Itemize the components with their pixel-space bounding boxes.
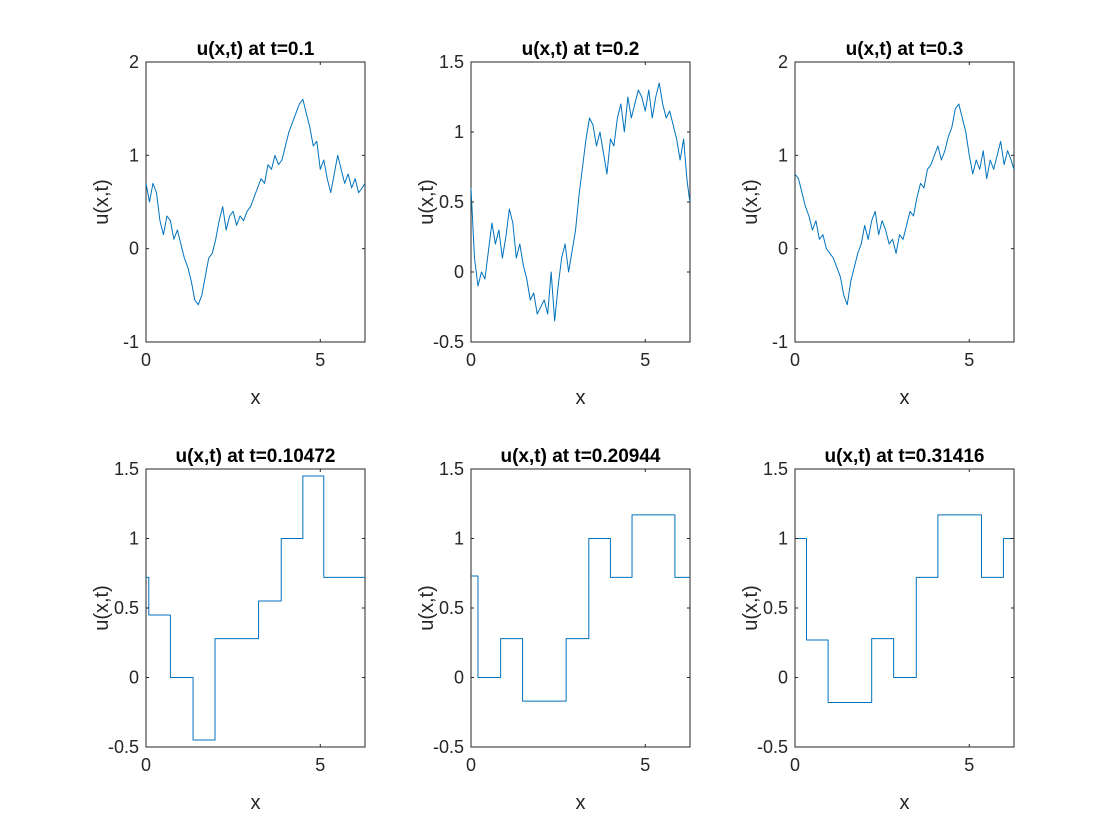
y-tick-label: 0.5 (439, 598, 464, 618)
y-tick-label: 2 (778, 52, 788, 72)
y-tick-label: 0 (129, 239, 139, 259)
x-axis-label: x (251, 387, 261, 409)
axes-frame (794, 468, 1015, 748)
subplot-title: u(x,t) at t=0.20944 (501, 446, 661, 467)
y-tick-label: -1 (123, 332, 139, 352)
y-tick-label: 0.5 (763, 598, 788, 618)
subplot-title: u(x,t) at t=0.10472 (176, 446, 336, 467)
x-tick-label: 5 (640, 350, 650, 370)
y-tick-label: 1.5 (763, 459, 788, 479)
x-tick-label: 0 (466, 350, 476, 370)
x-axis-label: x (576, 792, 586, 814)
subplot-title: u(x,t) at t=0.3 (846, 39, 964, 60)
y-tick-label: 1 (778, 529, 788, 549)
y-tick-label: 0.5 (114, 598, 139, 618)
series-line (145, 98, 366, 306)
x-tick-label: 0 (790, 350, 800, 370)
subplot-title: u(x,t) at t=0.2 (522, 39, 640, 60)
axes-frame (794, 61, 1015, 343)
y-tick-label: 0 (129, 668, 139, 688)
y-tick-label: -0.5 (433, 737, 464, 757)
y-axis-label: u(x,t) (416, 585, 438, 631)
y-axis-label: u(x,t) (91, 179, 113, 225)
y-tick-label: 0 (454, 668, 464, 688)
y-tick-label: 1.5 (439, 459, 464, 479)
y-axis-label: u(x,t) (416, 179, 438, 225)
y-tick-label: 1 (454, 122, 464, 142)
subplot-title: u(x,t) at t=0.1 (197, 39, 315, 60)
x-tick-label: 5 (640, 755, 650, 775)
x-tick-label: 5 (964, 350, 974, 370)
y-tick-label: 0 (778, 668, 788, 688)
x-tick-label: 0 (790, 755, 800, 775)
x-axis-label: x (900, 792, 910, 814)
series-line (470, 82, 691, 322)
y-tick-label: 1 (778, 145, 788, 165)
x-axis-label: x (576, 387, 586, 409)
x-axis-label: x (251, 792, 261, 814)
x-axis-label: x (900, 387, 910, 409)
x-tick-label: 5 (964, 755, 974, 775)
y-tick-label: 1 (454, 529, 464, 549)
axes-frame (145, 61, 366, 343)
axes-frame (470, 468, 691, 748)
y-axis-label: u(x,t) (740, 585, 762, 631)
y-tick-label: 1 (129, 529, 139, 549)
axes-frame (470, 61, 691, 343)
y-axis-label: u(x,t) (91, 585, 113, 631)
series-line (471, 514, 690, 702)
x-tick-label: 5 (315, 755, 325, 775)
y-tick-label: -0.5 (108, 737, 139, 757)
y-axis-label: u(x,t) (740, 179, 762, 225)
y-tick-label: 1.5 (114, 459, 139, 479)
y-tick-label: -0.5 (433, 332, 464, 352)
y-tick-label: 2 (129, 52, 139, 72)
x-tick-label: 0 (141, 755, 151, 775)
series-line (146, 475, 365, 741)
x-tick-label: 5 (315, 350, 325, 370)
series-line (794, 103, 1015, 306)
subplot-title: u(x,t) at t=0.31416 (825, 446, 985, 467)
y-tick-label: -0.5 (757, 737, 788, 757)
x-tick-label: 0 (466, 755, 476, 775)
y-tick-label: 1.5 (439, 52, 464, 72)
axes-frame (145, 468, 366, 748)
x-tick-label: 0 (141, 350, 151, 370)
y-tick-label: 0.5 (439, 192, 464, 212)
y-tick-label: 0 (454, 262, 464, 282)
y-tick-label: 1 (129, 145, 139, 165)
y-tick-label: -1 (772, 332, 788, 352)
series-line (795, 514, 1014, 704)
y-tick-label: 0 (778, 239, 788, 259)
subplot-2: 0 5-0.500.511.5u(x,t) at t=0.2xu(x,t) (416, 39, 691, 409)
